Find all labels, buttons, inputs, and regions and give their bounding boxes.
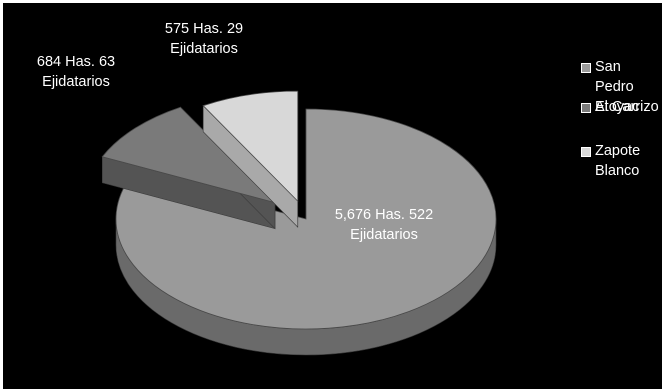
legend-swatch-el-carrizo [581,103,591,113]
pie-slice-top-zapote-blanco [202,90,299,203]
legend-item-el-carrizo: El Carrizo [581,97,659,117]
legend-item-zapote-blanco: Zapote Blanco [581,141,640,181]
pie-slice-zapote-blanco [202,90,299,228]
pie-slice-top-san-pedro-atoyac [115,108,497,330]
pie-slice-el-carrizo [101,106,277,230]
legend-item-san-pedro-atoyac: San Pedro Atoyac [581,57,662,117]
slice-label-zapote-blanco: 575 Has. 29 Ejidatarios [164,21,244,57]
chart-area: 5,676 Has. 522 Ejidatarios 684 Has. 63 E… [3,3,662,389]
slice-label-san-pedro-atoyac: 5,676 Has. 522 Ejidatarios [334,207,434,243]
legend-swatch-zapote-blanco [581,147,591,157]
slice-label-el-carrizo: 684 Has. 63 Ejidatarios [36,54,116,90]
legend-swatch-san-pedro-atoyac [581,63,591,73]
pie-chart [101,90,497,356]
pie-slice-top-el-carrizo [101,106,277,204]
